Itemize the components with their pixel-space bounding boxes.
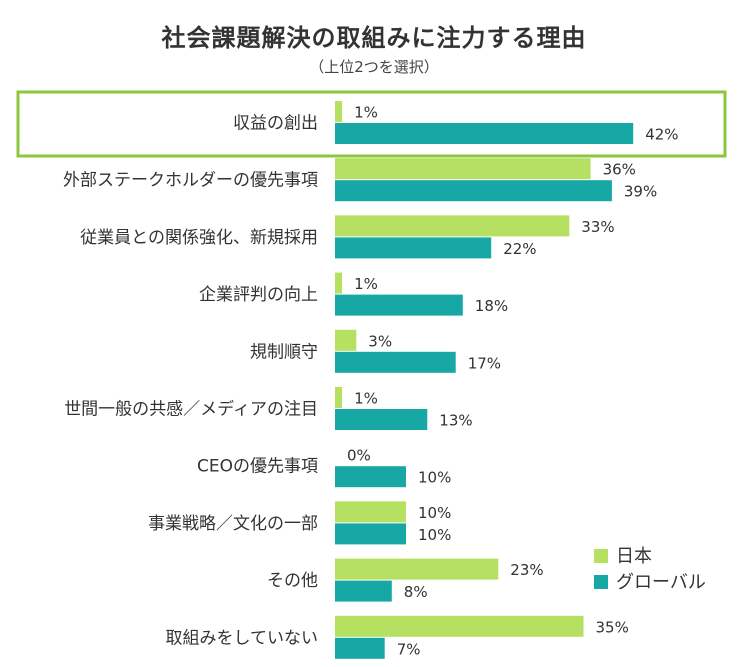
legend-swatch xyxy=(594,575,608,589)
category-label: 外部ステークホルダーの優先事項 xyxy=(63,171,318,191)
legend-label: 日本 xyxy=(616,546,652,567)
bar-global xyxy=(335,237,492,259)
value-label: 1% xyxy=(354,104,378,122)
bar-japan xyxy=(335,158,591,180)
bar-japan xyxy=(335,329,357,351)
bar-global xyxy=(335,123,634,144)
bar-global xyxy=(335,637,385,659)
value-label: 18% xyxy=(475,297,508,315)
bar-global xyxy=(335,409,428,430)
value-label: 0% xyxy=(347,447,371,465)
value-label: 22% xyxy=(503,240,536,258)
bar-japan xyxy=(335,387,343,408)
value-label: 8% xyxy=(404,583,428,601)
bar-global xyxy=(335,294,463,316)
bar-japan xyxy=(335,615,584,637)
value-label: 35% xyxy=(596,618,629,636)
highlight-box xyxy=(16,90,727,158)
bar-japan xyxy=(335,215,570,237)
value-label: 17% xyxy=(468,354,501,372)
bar-global xyxy=(335,180,612,202)
value-label: 13% xyxy=(439,412,472,430)
legend-label: グローバル xyxy=(616,572,706,593)
bar-global xyxy=(335,466,406,488)
value-label: 42% xyxy=(645,126,678,144)
value-label: 23% xyxy=(510,561,543,579)
value-label: 33% xyxy=(581,218,614,236)
bar-japan xyxy=(335,101,343,122)
category-label: 事業戦略／文化の一部 xyxy=(148,514,318,534)
category-label: CEOの優先事項 xyxy=(197,457,318,477)
category-label: 世間一般の共感／メディアの注目 xyxy=(64,399,318,420)
chart-title: 社会課題解決の取組みに注力する理由 xyxy=(161,24,587,52)
value-label: 36% xyxy=(603,161,636,179)
value-label: 10% xyxy=(418,504,451,522)
category-label: 取組みをしていない xyxy=(166,628,319,648)
value-label: 10% xyxy=(418,526,451,544)
bar-japan xyxy=(335,272,343,294)
bar-global xyxy=(335,523,406,545)
value-label: 7% xyxy=(397,640,421,658)
legend-swatch xyxy=(594,549,608,563)
category-label: 収益の創出 xyxy=(233,114,318,134)
value-label: 3% xyxy=(368,332,392,350)
chart-subtitle: （上位2つを選択） xyxy=(309,58,439,76)
category-label: 従業員との関係強化、新規採用 xyxy=(80,228,318,248)
category-label: 企業評判の向上 xyxy=(199,285,318,305)
value-label: 39% xyxy=(624,183,657,201)
category-label: 規制順守 xyxy=(250,342,318,362)
category-label: その他 xyxy=(267,571,318,591)
bar-global xyxy=(335,580,392,602)
bar-global xyxy=(335,351,456,373)
value-label: 1% xyxy=(354,275,378,293)
bar-japan xyxy=(335,558,499,580)
bar-japan xyxy=(335,501,406,523)
value-label: 10% xyxy=(418,469,451,487)
value-label: 1% xyxy=(354,390,378,408)
